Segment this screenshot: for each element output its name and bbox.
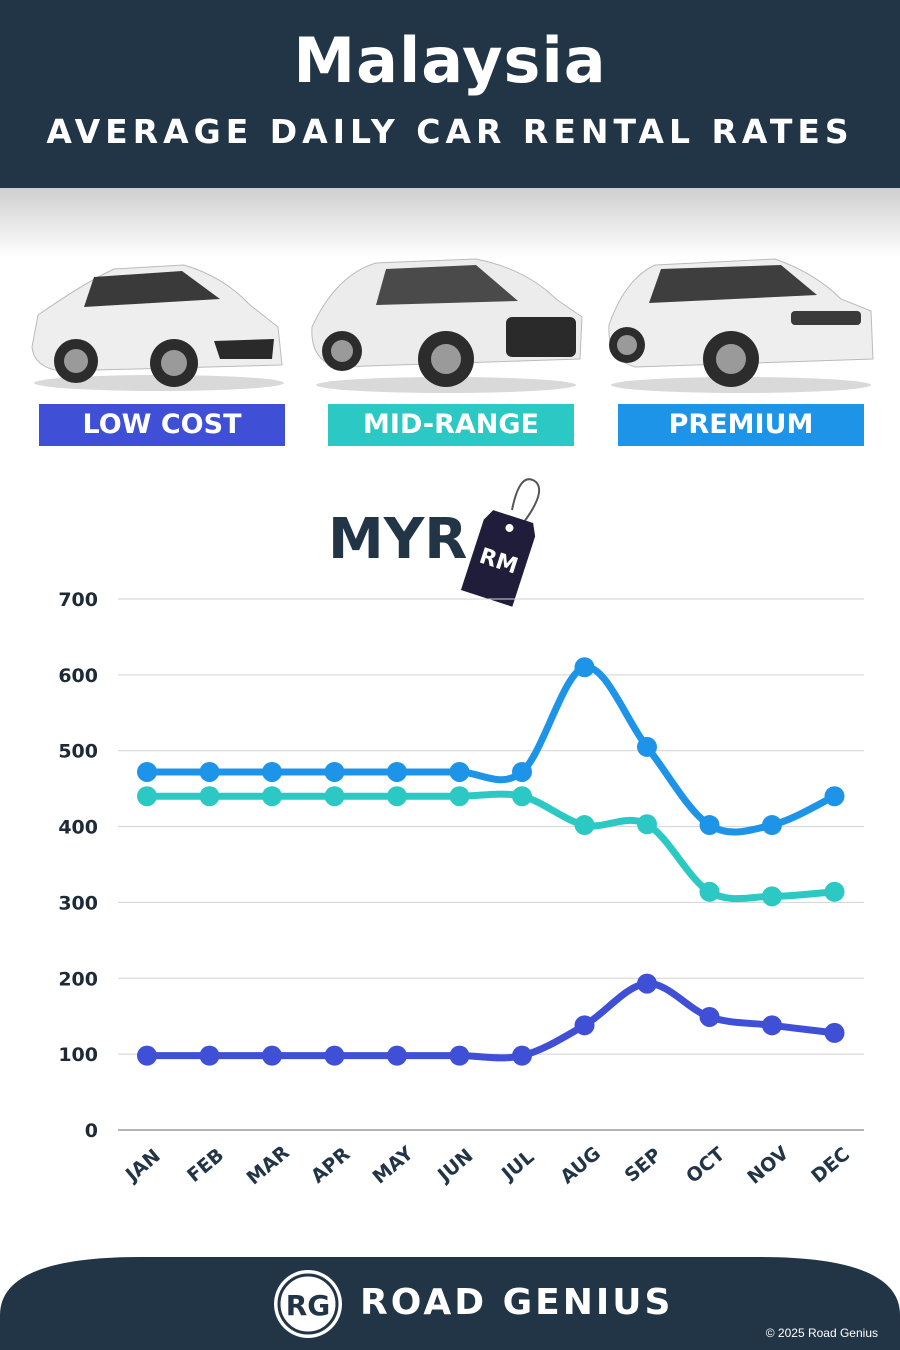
data-point-low-cost [574, 1015, 595, 1036]
data-point-mid-range [824, 881, 845, 902]
x-tick-label: NOV [743, 1142, 793, 1189]
data-point-premium [762, 815, 782, 836]
data-point-low-cost [137, 1045, 157, 1066]
series-line-premium [143, 663, 838, 836]
data-point-low-cost [762, 1015, 782, 1036]
legend-mid-range: MID-RANGE [328, 404, 574, 446]
y-tick-label: 300 [58, 892, 98, 914]
header-banner: Malaysia AVERAGE DAILY CAR RENTAL RATES [0, 0, 900, 188]
low-cost-car-image [31, 264, 284, 391]
data-point-mid-range [637, 814, 657, 835]
data-point-low-cost [324, 1045, 345, 1066]
x-tick-label: MAR [243, 1141, 294, 1189]
data-point-low-cost [512, 1045, 532, 1066]
x-tick-label: OCT [682, 1143, 729, 1188]
data-point-mid-range [324, 786, 345, 807]
road-genius-logo: RG [274, 1270, 342, 1338]
page-title: Malaysia [293, 24, 607, 97]
data-point-low-cost [449, 1045, 470, 1066]
data-point-mid-range [387, 786, 407, 807]
data-point-premium [387, 761, 407, 782]
data-point-low-cost [699, 1006, 720, 1027]
y-tick-label: 0 [85, 1120, 98, 1142]
brand-name: ROAD GENIUS [360, 1282, 674, 1323]
footer-band [0, 1257, 900, 1350]
legend-low-cost: LOW COST [39, 404, 285, 446]
x-tick-label: MAY [369, 1142, 418, 1188]
data-point-mid-range [512, 786, 532, 807]
data-point-low-cost [387, 1045, 407, 1066]
page-subtitle: AVERAGE DAILY CAR RENTAL RATES [46, 112, 854, 151]
data-point-low-cost [824, 1022, 845, 1043]
y-tick-label: 400 [58, 817, 98, 839]
x-tick-label: AUG [556, 1142, 605, 1188]
y-tick-label: 700 [58, 589, 98, 611]
premium-car-image [608, 258, 874, 393]
y-tick-label: 100 [58, 1044, 98, 1066]
data-point-mid-range [574, 815, 595, 836]
data-point-low-cost [262, 1045, 282, 1066]
data-point-low-cost [199, 1045, 220, 1066]
series-line-low-cost [143, 980, 838, 1062]
mid-range-car-image [311, 258, 583, 393]
data-point-premium [262, 761, 282, 782]
data-point-mid-range [449, 786, 470, 807]
x-tick-label: DEC [807, 1143, 854, 1187]
y-tick-label: 600 [58, 665, 98, 687]
y-tick-label: 200 [58, 968, 98, 990]
logo-text: RG [286, 1289, 331, 1322]
data-point-mid-range [137, 786, 157, 807]
data-point-premium [449, 761, 470, 782]
data-point-mid-range [699, 881, 720, 902]
copyright-text: © 2025 Road Genius [765, 1326, 878, 1340]
legend-premium: PREMIUM [618, 404, 864, 446]
x-tick-label: APR [307, 1143, 355, 1188]
data-point-premium [512, 761, 532, 782]
data-point-mid-range [762, 886, 782, 907]
data-point-low-cost [637, 973, 657, 994]
data-point-premium [699, 815, 720, 836]
x-tick-label: JUN [432, 1145, 477, 1188]
price-tag-icon: RM [460, 478, 540, 607]
y-tick-label: 500 [58, 741, 98, 763]
data-point-mid-range [199, 786, 220, 807]
currency-label: MYR [328, 507, 468, 572]
data-point-premium [324, 761, 345, 782]
data-point-premium [199, 761, 220, 782]
data-point-premium [574, 657, 595, 678]
x-tick-label: JUL [496, 1146, 538, 1186]
data-point-mid-range [262, 786, 282, 807]
x-tick-label: FEB [183, 1144, 228, 1187]
header-shadow [0, 188, 900, 258]
rental-rate-chart: 0 100 200 300 400 500 600 700 JAN FEB MAR APR MAY JUN… [58, 589, 864, 1189]
x-tick-label: JAN [120, 1145, 165, 1187]
data-point-premium [824, 786, 845, 807]
data-point-premium [637, 736, 657, 757]
x-tick-label: SEP [621, 1144, 666, 1187]
data-point-premium [137, 761, 157, 782]
series-line-mid-range [143, 790, 838, 903]
